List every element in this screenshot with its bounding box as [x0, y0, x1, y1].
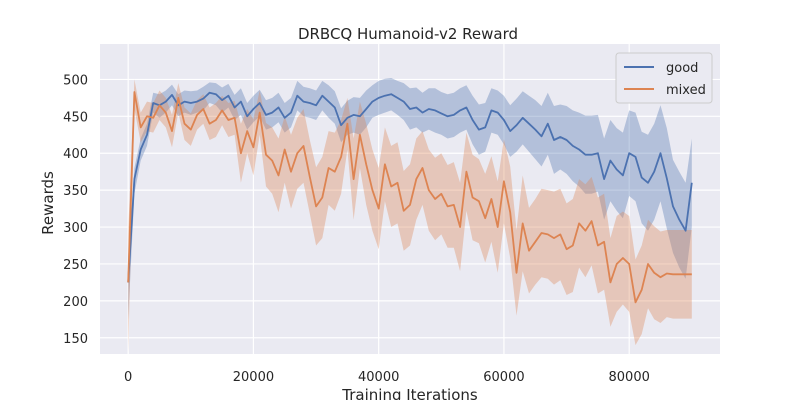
line-mixed	[127, 91, 692, 304]
legend-box	[615, 52, 713, 104]
y-tick-label: 400	[63, 147, 88, 162]
x-tick-label: 20000	[233, 370, 274, 385]
y-tick-label: 300	[63, 221, 88, 236]
line-good	[127, 91, 693, 283]
y-axis-title: Rewards	[39, 171, 57, 235]
y-tick-labels: 150 200 250 300 350 400 450 500	[63, 73, 88, 346]
y-tick-label: 200	[63, 295, 88, 310]
y-tick-label: 500	[63, 73, 88, 88]
legend: good mixed	[615, 52, 713, 104]
grid-lines	[100, 44, 720, 354]
y-tick-label: 150	[63, 332, 88, 347]
x-tick-label: 40000	[358, 370, 399, 385]
chart-title: DRBCQ Humanoid-v2 Reward	[298, 25, 518, 43]
band-good	[128, 78, 692, 320]
y-tick-label: 250	[63, 258, 88, 273]
x-tick-labels: 0 20000 40000 60000 80000	[124, 370, 650, 385]
x-axis-title: Training Iterations	[341, 386, 478, 400]
legend-label-mixed: mixed	[666, 83, 706, 98]
legend-label-good: good	[666, 61, 698, 76]
confidence-bands	[128, 78, 692, 353]
x-tick-label: 0	[124, 370, 132, 385]
y-tick-label: 350	[63, 184, 88, 199]
x-tick-label: 80000	[609, 370, 650, 385]
x-tick-label: 60000	[483, 370, 524, 385]
band-mixed	[128, 79, 692, 353]
series-lines	[127, 91, 693, 304]
y-tick-label: 450	[63, 110, 88, 125]
